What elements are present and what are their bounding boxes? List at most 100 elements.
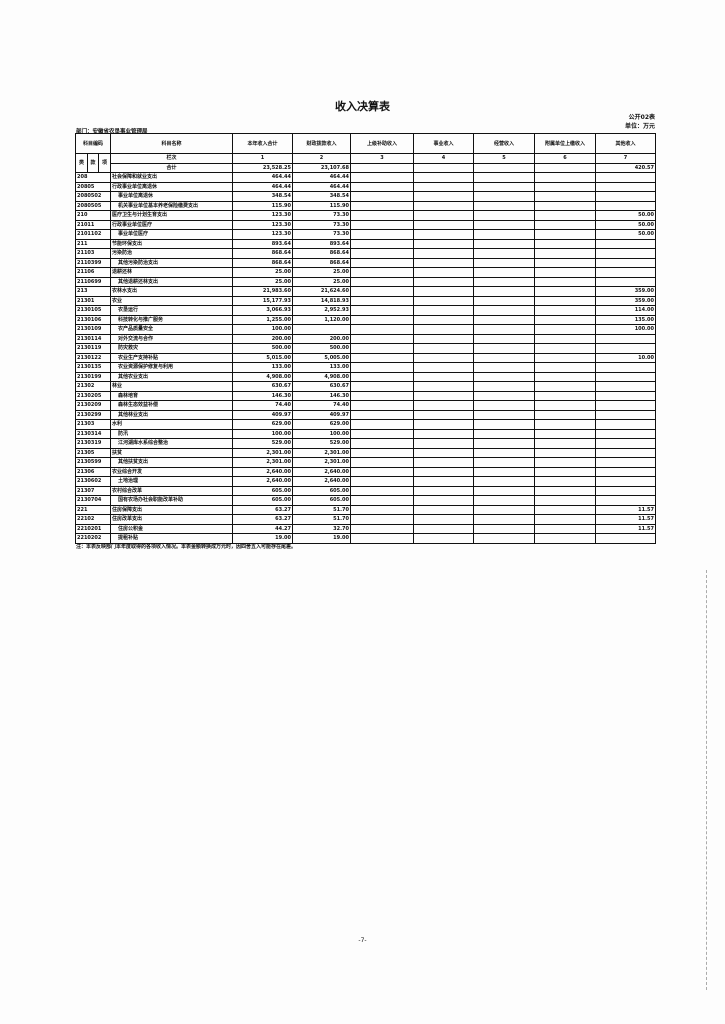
row-name: 农业 bbox=[110, 295, 233, 306]
row-value bbox=[350, 495, 414, 506]
row-value bbox=[473, 504, 535, 515]
row-value bbox=[413, 485, 474, 496]
row-name: 退耕还林 bbox=[110, 267, 233, 278]
row-name: 森林培育 bbox=[110, 390, 233, 401]
row-value: 135.00 bbox=[595, 314, 656, 325]
table-row: 2130205 森林培育 146.30 146.30 bbox=[75, 390, 656, 401]
income-table: 科目编码 科目名称 本年收入合计 财政拨款收入 上级补助收入 事业收入 经营收入 附属单位上缴… bbox=[75, 133, 656, 544]
row-value bbox=[350, 352, 414, 363]
row-name: 节能环保支出 bbox=[110, 238, 233, 249]
row-code: 21305 bbox=[75, 447, 111, 458]
row-code: 2130106 bbox=[75, 314, 111, 325]
row-value bbox=[413, 495, 474, 506]
row-value bbox=[473, 333, 535, 344]
row-value bbox=[413, 400, 474, 411]
header-col: 附属单位上缴收入 bbox=[534, 133, 596, 154]
row-code: 210 bbox=[75, 210, 111, 221]
row-value bbox=[534, 390, 596, 401]
row-value bbox=[473, 305, 535, 316]
table-row: 2130199 其他农业支出 4,908.00 4,908.00 bbox=[75, 371, 656, 382]
row-name: 社会保障和就业支出 bbox=[110, 172, 233, 183]
row-value bbox=[595, 343, 656, 354]
row-code: 2080505 bbox=[75, 200, 111, 211]
row-value: 11.57 bbox=[595, 523, 656, 534]
row-code: 2130314 bbox=[75, 428, 111, 439]
row-value bbox=[350, 172, 414, 183]
row-value: 2,301.00 bbox=[292, 457, 351, 468]
table-row: 2130602 土地治理 2,640.00 2,640.00 bbox=[75, 476, 656, 487]
row-value: 359.00 bbox=[595, 295, 656, 306]
row-value bbox=[413, 447, 474, 458]
row-value: 51.70 bbox=[292, 504, 351, 515]
row-value: 73.30 bbox=[292, 219, 351, 230]
row-value: 123.30 bbox=[232, 219, 293, 230]
row-value bbox=[350, 514, 414, 525]
row-code: 21303 bbox=[75, 419, 111, 430]
row-value bbox=[534, 466, 596, 477]
row-value bbox=[473, 457, 535, 468]
header-col: 财政拨款收入 bbox=[292, 133, 351, 154]
row-value: 868.64 bbox=[232, 257, 293, 268]
row-value: 464.44 bbox=[232, 181, 293, 192]
row-value bbox=[350, 295, 414, 306]
row-value: 348.54 bbox=[292, 191, 351, 202]
row-name: 事业单位医疗 bbox=[110, 229, 233, 240]
row-name: 其他农业支出 bbox=[110, 371, 233, 382]
row-value bbox=[473, 276, 535, 287]
header-col: 上级补助收入 bbox=[350, 133, 414, 154]
row-value bbox=[413, 457, 474, 468]
row-value bbox=[473, 257, 535, 268]
row-code: 213 bbox=[75, 286, 111, 297]
row-value bbox=[595, 333, 656, 344]
row-value: 63.27 bbox=[232, 504, 293, 515]
row-value: 14,818.93 bbox=[292, 295, 351, 306]
row-name: 科技转化与推广服务 bbox=[110, 314, 233, 325]
row-value: 15,177.93 bbox=[232, 295, 293, 306]
row-value bbox=[473, 447, 535, 458]
row-value: 19.00 bbox=[232, 533, 293, 544]
table-row: 2130119 防灾救灾 500.00 500.00 bbox=[75, 343, 656, 354]
col-number: 7 bbox=[595, 153, 656, 164]
table-row: 2080505 机关事业单位基本养老保险缴费支出 115.90 115.90 bbox=[75, 200, 656, 211]
row-name: 扶贫 bbox=[110, 447, 233, 458]
row-name: 住房公积金 bbox=[110, 523, 233, 534]
row-value bbox=[413, 419, 474, 430]
header-col: 本年收入合计 bbox=[232, 133, 293, 154]
row-value: 868.64 bbox=[292, 248, 351, 259]
row-value bbox=[534, 200, 596, 211]
row-value bbox=[473, 229, 535, 240]
header-col: 事业收入 bbox=[413, 133, 474, 154]
row-value: 123.30 bbox=[232, 229, 293, 240]
table-row: 2130209 森林生态效益补偿 74.40 74.40 bbox=[75, 400, 656, 411]
row-value bbox=[595, 447, 656, 458]
row-name: 防灾救灾 bbox=[110, 343, 233, 354]
row-value bbox=[350, 485, 414, 496]
row-value bbox=[534, 371, 596, 382]
row-value bbox=[534, 229, 596, 240]
total-row: 合计 23,528.25 23,107.68 420.57 bbox=[76, 162, 656, 173]
row-value bbox=[534, 504, 596, 515]
row-value bbox=[473, 200, 535, 211]
row-value: 115.90 bbox=[292, 200, 351, 211]
row-value bbox=[595, 362, 656, 373]
row-value: 629.00 bbox=[292, 419, 351, 430]
row-value bbox=[595, 419, 656, 430]
row-value: 500.00 bbox=[232, 343, 293, 354]
row-code: 2110399 bbox=[75, 257, 111, 268]
total-value: 420.57 bbox=[595, 162, 656, 173]
row-value bbox=[473, 523, 535, 534]
row-value bbox=[595, 457, 656, 468]
row-code: 2210201 bbox=[75, 523, 111, 534]
row-value: 348.54 bbox=[232, 191, 293, 202]
row-value: 1,255.00 bbox=[232, 314, 293, 325]
row-value bbox=[350, 343, 414, 354]
row-value bbox=[413, 343, 474, 354]
row-name: 农业综合开发 bbox=[110, 466, 233, 477]
row-value bbox=[413, 362, 474, 373]
row-value bbox=[350, 533, 414, 544]
row-value bbox=[350, 238, 414, 249]
col-number: 2 bbox=[292, 153, 351, 164]
row-name: 土地治理 bbox=[110, 476, 233, 487]
scan-artifact-line bbox=[706, 570, 707, 990]
row-value bbox=[534, 267, 596, 278]
